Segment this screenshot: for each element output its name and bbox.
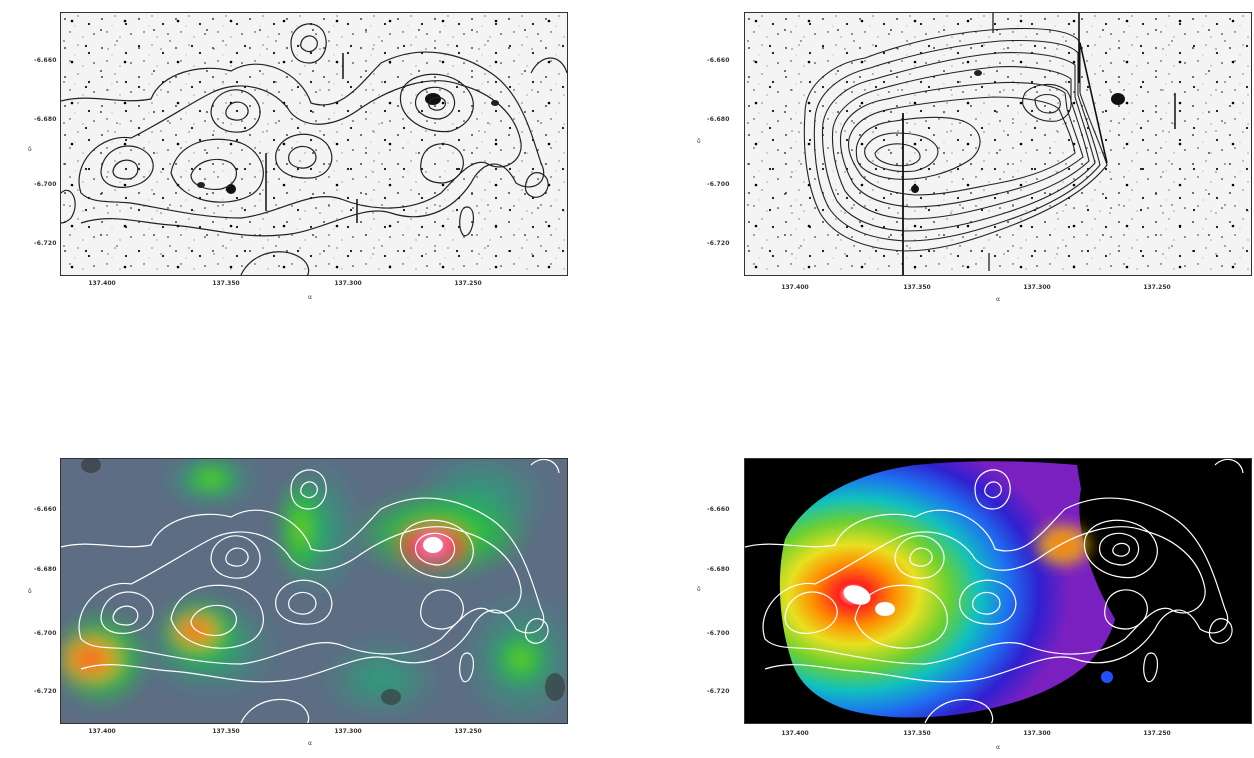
x-axis-label: α [996,296,1000,303]
xtick-label: 137.300 [334,280,362,287]
xray-surface-brightness-map-with-contours [745,459,1251,723]
ytick-label: -6.680 [707,116,730,123]
galaxy-density-map-with-contours [61,459,567,723]
ytick-label: -6.660 [34,506,57,513]
ytick-label: -6.680 [34,116,57,123]
xtick-label: 137.400 [88,280,116,287]
xtick-label: 137.400 [781,730,809,737]
xtick-label: 137.300 [334,728,362,735]
ytick-label: -6.720 [34,240,57,247]
panel-top-right: -6.660 -6.680 -6.700 -6.720 δ 137.400 13… [627,0,1254,320]
y-axis-label: δ [697,586,701,593]
x-axis-label: α [308,740,312,747]
optical-field-with-xray-contours [745,13,1251,275]
ytick-label: -6.700 [707,181,730,188]
ytick-label: -6.700 [707,630,730,637]
y-axis-label: δ [28,146,32,153]
ytick-label: -6.680 [707,566,730,573]
ytick-label: -6.720 [707,688,730,695]
xtick-label: 137.250 [454,280,482,287]
ytick-label: -6.700 [34,630,57,637]
optical-field-with-density-contours [61,13,567,275]
ytick-label: -6.660 [707,506,730,513]
ytick-label: -6.720 [707,240,730,247]
panel-bottom-left: -6.660 -6.680 -6.700 -6.720 δ 137.400 13… [0,440,620,758]
y-axis-label: δ [28,588,32,595]
xtick-label: 137.350 [212,280,240,287]
ytick-label: -6.660 [34,57,57,64]
ytick-label: -6.700 [34,181,57,188]
xtick-label: 137.350 [903,284,931,291]
ytick-label: -6.720 [34,688,57,695]
panel-top-left: -6.660 -6.680 -6.700 -6.720 δ 137.400 13… [0,0,620,320]
panel-bottom-right: -6.660 -6.680 -6.700 -6.720 δ 137.400 13… [627,440,1254,758]
ytick-label: -6.680 [34,566,57,573]
panel-bottom-right-image [744,458,1252,724]
panel-top-left-image [60,12,568,276]
x-axis-label: α [996,744,1000,751]
panel-bottom-left-image [60,458,568,724]
xtick-label: 137.250 [1143,284,1171,291]
xtick-label: 137.350 [903,730,931,737]
xtick-label: 137.400 [781,284,809,291]
xtick-label: 137.350 [212,728,240,735]
xtick-label: 137.300 [1023,284,1051,291]
xtick-label: 137.250 [454,728,482,735]
xtick-label: 137.400 [88,728,116,735]
x-axis-label: α [308,294,312,301]
xtick-label: 137.250 [1143,730,1171,737]
ytick-label: -6.660 [707,57,730,64]
xtick-label: 137.300 [1023,730,1051,737]
panel-top-right-image [744,12,1252,276]
y-axis-label: δ [697,138,701,145]
